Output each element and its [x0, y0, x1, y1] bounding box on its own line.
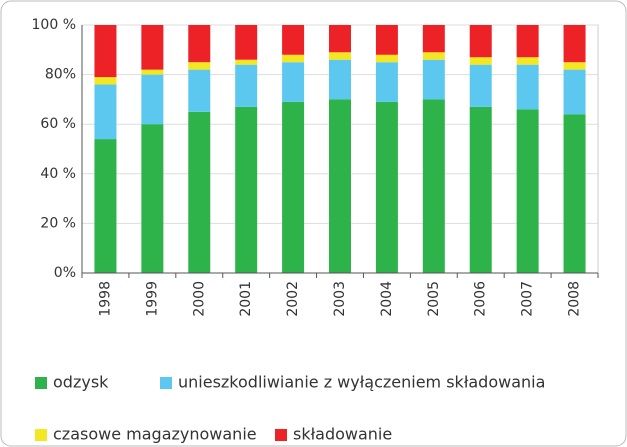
x-tick-label: 2002 — [285, 281, 301, 317]
legend-swatch — [35, 429, 47, 441]
bar-segment — [422, 25, 445, 53]
bar-segment — [469, 57, 492, 65]
bar-segment — [516, 64, 539, 110]
x-tick-label: 1999 — [144, 281, 160, 317]
bar-segment — [141, 124, 164, 273]
bar-segment — [516, 25, 539, 58]
bar-segment — [235, 106, 258, 273]
y-tick-label: 100 % — [32, 17, 76, 33]
x-tick-label: 2001 — [238, 281, 254, 317]
bar-segment — [516, 109, 539, 273]
bar-segment — [188, 111, 211, 273]
bar-segment — [94, 139, 117, 273]
bar-segment — [329, 99, 351, 274]
legend-label: czasowe magazynowanie — [53, 425, 257, 444]
bar-segment — [141, 25, 164, 70]
bar-segment — [235, 59, 258, 65]
bar-segment — [422, 52, 445, 60]
legend-swatch — [275, 429, 287, 441]
bar-segment — [235, 64, 258, 107]
bar-segment — [329, 52, 351, 60]
y-tick-label: 80% — [45, 67, 76, 83]
bar-segment — [563, 25, 586, 63]
x-tick-label: 1998 — [97, 281, 113, 317]
bar-segment — [94, 25, 117, 78]
x-tick-label: 2007 — [520, 281, 536, 317]
bar-segment — [282, 101, 305, 273]
y-tick-label: 60 % — [40, 116, 76, 132]
bar-segment — [188, 69, 211, 112]
y-tick-label: 20 % — [40, 215, 76, 231]
bar-segment — [469, 64, 492, 107]
bar-segment — [375, 54, 398, 63]
bar-segment — [282, 25, 305, 55]
y-tick-label: 0% — [54, 265, 76, 281]
legend-label: unieszkodliwianie z wyłączeniem składowa… — [178, 373, 545, 392]
bar-segment — [563, 69, 586, 115]
bar-segment — [282, 62, 305, 102]
bar-segment — [235, 25, 258, 60]
bar-segment — [188, 25, 211, 63]
bar-segment — [94, 77, 117, 85]
bar-segment — [375, 25, 398, 55]
bar-segment — [469, 25, 492, 58]
bar-segment — [141, 69, 164, 75]
x-tick-label: 2000 — [191, 281, 207, 317]
bar-segment — [469, 106, 492, 273]
bar-segment — [188, 62, 211, 70]
bar-segment — [329, 25, 351, 53]
legend-label: odzysk — [53, 373, 109, 392]
bar-segment — [375, 101, 398, 273]
bar-segment — [329, 59, 351, 100]
legend-swatch — [160, 377, 172, 389]
bar-segment — [563, 114, 586, 273]
x-tick-label: 2003 — [332, 281, 348, 317]
bar-segment — [422, 59, 445, 100]
legend-label: składowanie — [293, 425, 392, 444]
x-tick-label: 2006 — [473, 281, 489, 317]
bar-segment — [375, 62, 398, 102]
bar-segment — [563, 62, 586, 70]
legend: odzysk unieszkodliwianie z wyłączeniem sk… — [35, 373, 545, 444]
bar-segment — [422, 99, 445, 274]
bar-segment — [141, 74, 164, 125]
x-tick-label: 2005 — [426, 281, 442, 317]
x-tick-label: 2004 — [379, 281, 395, 317]
bar-segment — [282, 54, 305, 63]
y-tick-label: 40 % — [40, 166, 76, 182]
x-tick-label: 2008 — [567, 281, 583, 317]
bar-segment — [94, 84, 117, 140]
bar-segment — [516, 57, 539, 65]
legend-swatch — [35, 377, 47, 389]
